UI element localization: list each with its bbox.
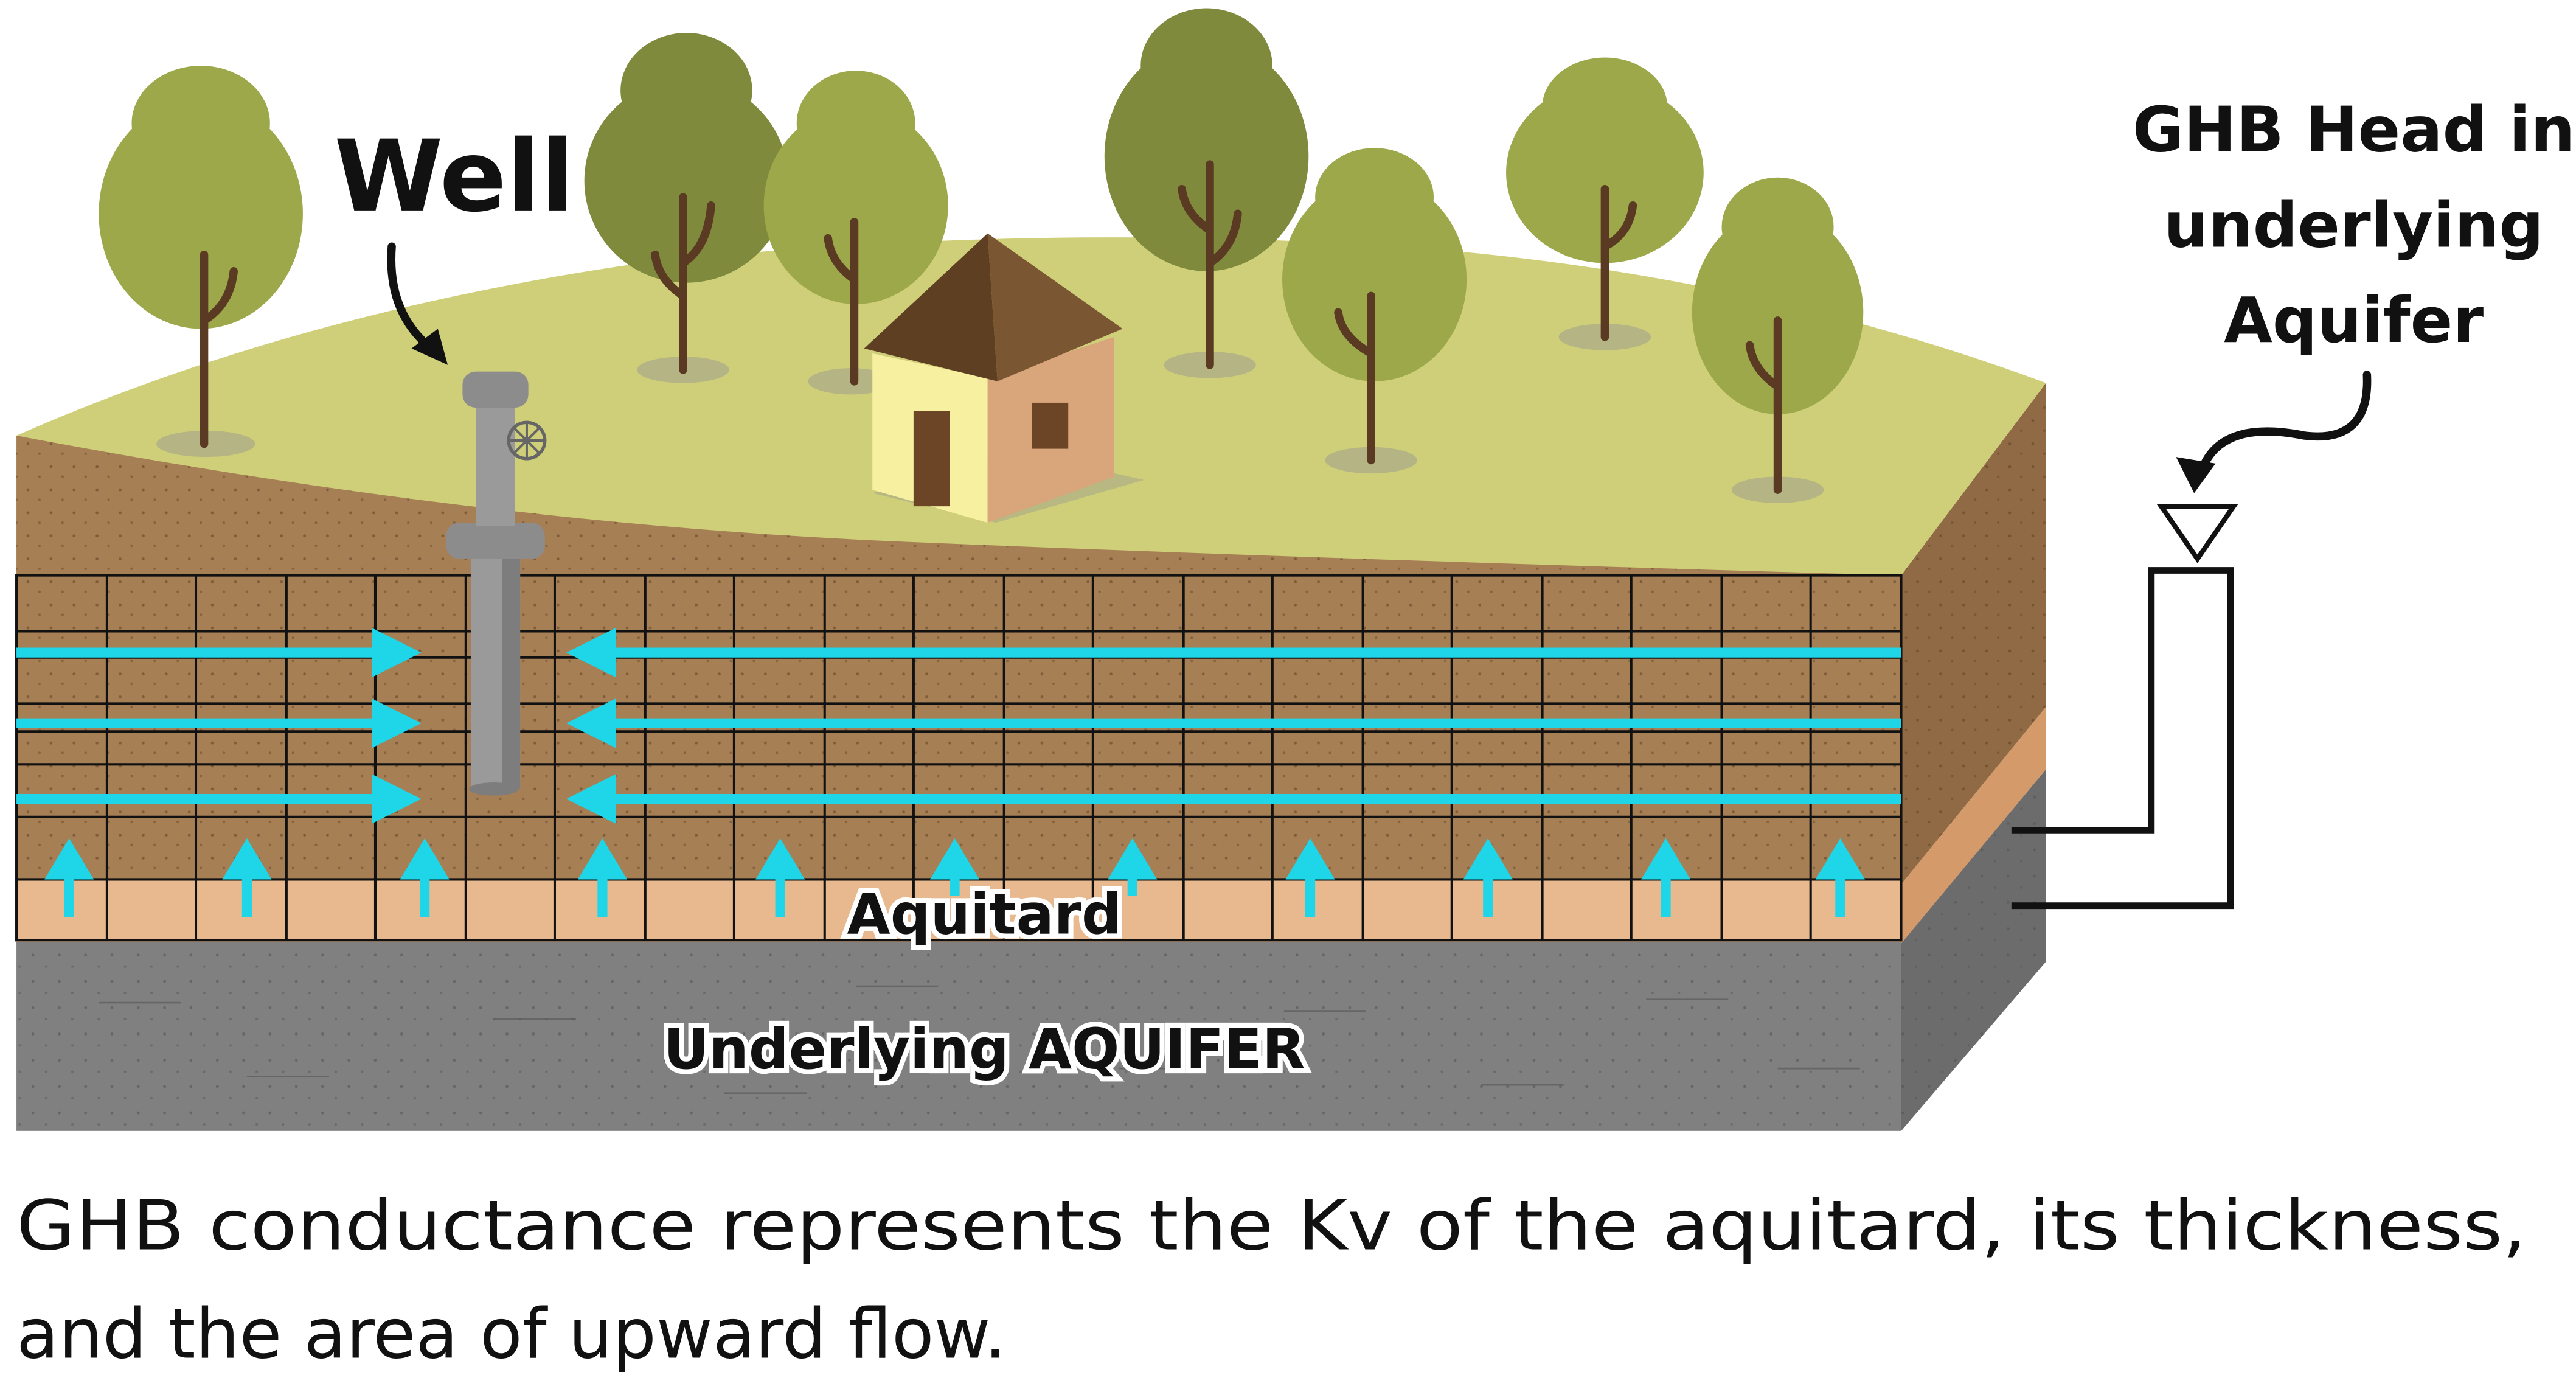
tree-icon bbox=[1104, 8, 1309, 378]
flow-arrows-upward bbox=[44, 838, 1865, 917]
tree-icon bbox=[763, 71, 948, 395]
ghb-pointer-arrow-icon bbox=[2198, 371, 2372, 473]
house-icon bbox=[864, 233, 1144, 523]
ghb-piezometer bbox=[2011, 504, 2238, 910]
aquifer-texture bbox=[99, 985, 1860, 1095]
underlying-aquifer-label: Underlying AQUIFER bbox=[664, 1017, 1305, 1082]
ghb-head-label-line3: Aquifer bbox=[2224, 285, 2484, 357]
well-label: Well bbox=[334, 119, 574, 234]
caption-line2: and the area of upward flow. bbox=[16, 1294, 1006, 1374]
tree-icon bbox=[99, 66, 303, 458]
well-pointer-arrow-icon bbox=[387, 242, 436, 353]
tree-icon bbox=[1282, 148, 1467, 474]
flow-arrows-horizontal bbox=[16, 628, 1901, 824]
tree-icon bbox=[1692, 177, 1864, 503]
aquitard-label: Aquitard bbox=[847, 882, 1122, 947]
ghb-head-label-line1: GHB Head in bbox=[2133, 94, 2575, 167]
tree-icon bbox=[584, 33, 789, 383]
tree-icon bbox=[1506, 57, 1704, 350]
water-table-triangle-icon bbox=[2156, 504, 2238, 563]
well-pump-icon bbox=[446, 371, 547, 796]
ghb-head-label-line2: underlying bbox=[2164, 189, 2544, 262]
block-side-face bbox=[1901, 383, 2046, 1131]
caption-line1: GHB conductance represents the Kv of the… bbox=[16, 1185, 2527, 1265]
